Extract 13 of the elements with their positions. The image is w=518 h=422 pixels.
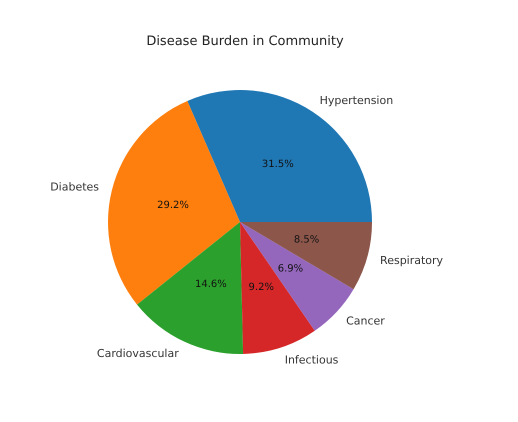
data-label: 6.9% [278,264,304,275]
data-label: 29.2% [157,200,189,211]
slice-label: Cardiovascular [96,347,180,360]
slice-label: Hypertension [320,94,394,108]
data-label: 9.2% [248,282,274,294]
slice-label: Respiratory [380,254,444,267]
data-label: 8.5% [294,234,320,246]
slice-label: Infectious [284,354,339,367]
slice-label: Diabetes [50,180,100,194]
data-label: 31.5% [262,158,294,170]
chart-title: Disease Burden in Community [146,34,344,49]
data-label: 14.6% [195,279,227,290]
slice-label: Cancer [346,314,386,328]
